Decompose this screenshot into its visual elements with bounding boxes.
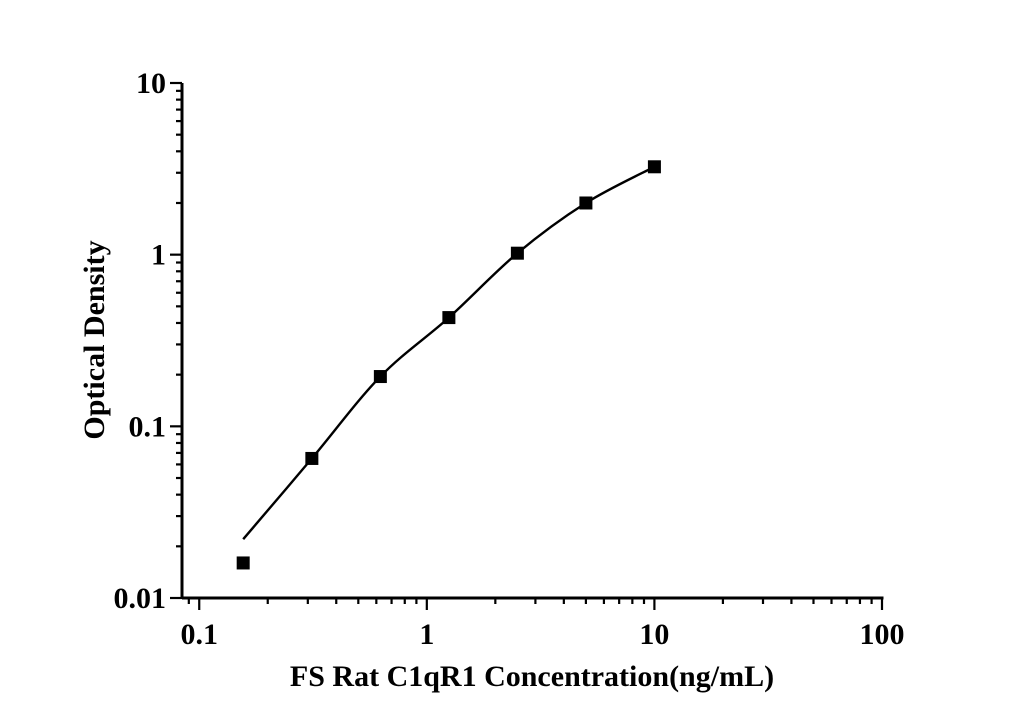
x-tick-label: 100 [860, 618, 905, 651]
y-tick-label: 1 [151, 239, 166, 272]
data-point-marker [647, 160, 661, 174]
y-tick-label: 0.01 [114, 582, 167, 615]
y-axis-title: Optical Density [78, 240, 111, 440]
x-axis: 0.1 1 10 100 [180, 596, 905, 651]
y-tick-label: 0.1 [129, 410, 167, 443]
x-tick-label: 1 [419, 618, 434, 651]
x-tick-label: 10 [639, 618, 669, 651]
x-axis-title: FS Rat C1qR1 Concentration(ng/mL) [289, 660, 775, 693]
x-tick-label: 0.1 [180, 618, 218, 651]
y-axis: 0.01 0.1 1 10 [114, 67, 184, 615]
data-point-marker [236, 556, 250, 570]
y-tick-label: 10 [136, 67, 166, 100]
data-point-markers [236, 160, 661, 570]
fitted-curve-path [242, 165, 655, 540]
